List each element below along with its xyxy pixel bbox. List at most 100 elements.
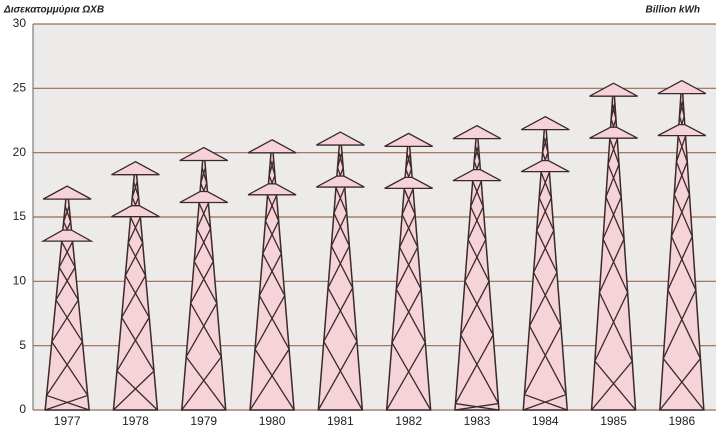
pylon-lattice — [670, 194, 691, 237]
pylon-arm — [111, 160, 160, 176]
pylon-lattice — [541, 136, 548, 153]
x-tick-label: 1984 — [532, 414, 559, 428]
pylon-lattice — [124, 275, 150, 318]
pylon-lattice — [121, 317, 155, 372]
pylon-lattice — [116, 370, 158, 411]
pylon-lattice — [405, 153, 411, 170]
pylon-arm — [384, 132, 433, 148]
pylon-lattice — [399, 246, 422, 290]
pylon-lattice — [58, 241, 74, 268]
pylon-lattice — [470, 206, 487, 240]
pylon-lattice — [598, 238, 625, 293]
pylon — [384, 132, 433, 411]
pylon-lattice — [181, 356, 222, 411]
pylon-lattice — [399, 214, 416, 248]
pylon-lattice — [254, 295, 286, 350]
pylon-arm — [179, 190, 229, 204]
pylon-arm — [589, 126, 638, 139]
pylon-lattice — [538, 197, 555, 231]
pylon-lattice — [338, 151, 344, 168]
pylon-lattice — [327, 287, 358, 342]
pylon-lattice — [63, 205, 70, 222]
pylon-arm — [111, 205, 160, 218]
pylon-lattice — [536, 197, 552, 231]
x-tick-label: 1978 — [122, 414, 149, 428]
pylon-body — [385, 133, 432, 411]
pylon-lattice — [185, 302, 218, 358]
pylon-lattice — [528, 325, 567, 395]
pylon-lattice — [258, 295, 290, 350]
pylon-lattice — [58, 266, 79, 301]
pylon-lattice — [264, 220, 282, 254]
pylon-lattice — [44, 394, 88, 411]
pylon — [657, 79, 707, 411]
pylon — [520, 115, 570, 411]
pylon-arm — [520, 159, 570, 173]
pylon-lattice — [64, 205, 72, 222]
pylon-lattice — [662, 289, 697, 359]
pylon — [179, 146, 229, 411]
pylon-lattice — [675, 161, 691, 195]
pylon-lattice — [116, 317, 150, 372]
pylon-lattice — [670, 236, 697, 291]
pylon-lattice — [124, 242, 144, 276]
y-tick-label: 5 — [19, 338, 26, 352]
pylon-lattice — [333, 212, 350, 247]
pylon-body — [112, 161, 159, 411]
pylon-lattice — [679, 100, 685, 117]
x-tick-label: 1985 — [600, 414, 627, 428]
pylon-arm — [657, 79, 707, 95]
pylon — [589, 82, 638, 411]
x-tick-label: 1979 — [190, 414, 217, 428]
pylon-lattice — [335, 187, 348, 214]
pylon-lattice — [523, 393, 567, 411]
pylon-lattice — [659, 358, 701, 411]
pylon-lattice — [185, 356, 227, 411]
x-tick-label: 1986 — [668, 414, 695, 428]
pylon-lattice — [133, 181, 140, 198]
pylon-lattice — [523, 325, 562, 395]
pylon-lattice — [609, 138, 620, 165]
y-tick-label: 15 — [13, 209, 27, 223]
pylon-lattice — [610, 103, 616, 119]
pylon-arm — [247, 139, 297, 154]
y-tick-label: 0 — [19, 402, 26, 416]
pylon-lattice — [470, 180, 482, 208]
pylon-lattice — [262, 253, 286, 296]
pylon-lattice — [540, 171, 552, 199]
pylon-arm — [40, 229, 94, 242]
pylon-lattice — [536, 230, 558, 273]
pylon-lattice — [395, 288, 426, 343]
pylon-body — [454, 125, 500, 411]
x-tick-label: 1977 — [54, 414, 81, 428]
pylon-lattice — [131, 181, 138, 198]
pylon-body — [522, 116, 569, 411]
pylon-lattice — [464, 239, 487, 282]
pylon-lattice — [611, 103, 617, 119]
pylon-lattice — [327, 245, 350, 289]
pylon — [40, 185, 94, 411]
pylon-lattice — [193, 261, 218, 304]
pylon-lattice — [472, 180, 484, 208]
pylon-lattice — [460, 281, 490, 336]
pylon-lattice — [254, 348, 295, 411]
pylon-lattice — [401, 214, 419, 248]
pylon-lattice — [190, 302, 222, 358]
pylon-lattice — [201, 167, 208, 184]
pylon-body — [317, 132, 364, 411]
pylon-lattice — [330, 212, 348, 247]
pylon — [111, 160, 160, 411]
pylon-lattice — [602, 196, 622, 240]
pylon-lattice — [591, 360, 633, 411]
y-tick-label: 20 — [13, 145, 27, 159]
pylon-arm — [520, 115, 570, 131]
pylon-lattice — [528, 272, 558, 327]
pylon-lattice — [269, 159, 276, 176]
pylon-lattice — [473, 145, 480, 162]
pylon-lattice — [258, 253, 282, 296]
pylon-lattice — [121, 275, 147, 318]
pylon-arm — [247, 183, 297, 196]
pylon-body — [659, 80, 705, 411]
pylon-lattice — [464, 281, 494, 336]
